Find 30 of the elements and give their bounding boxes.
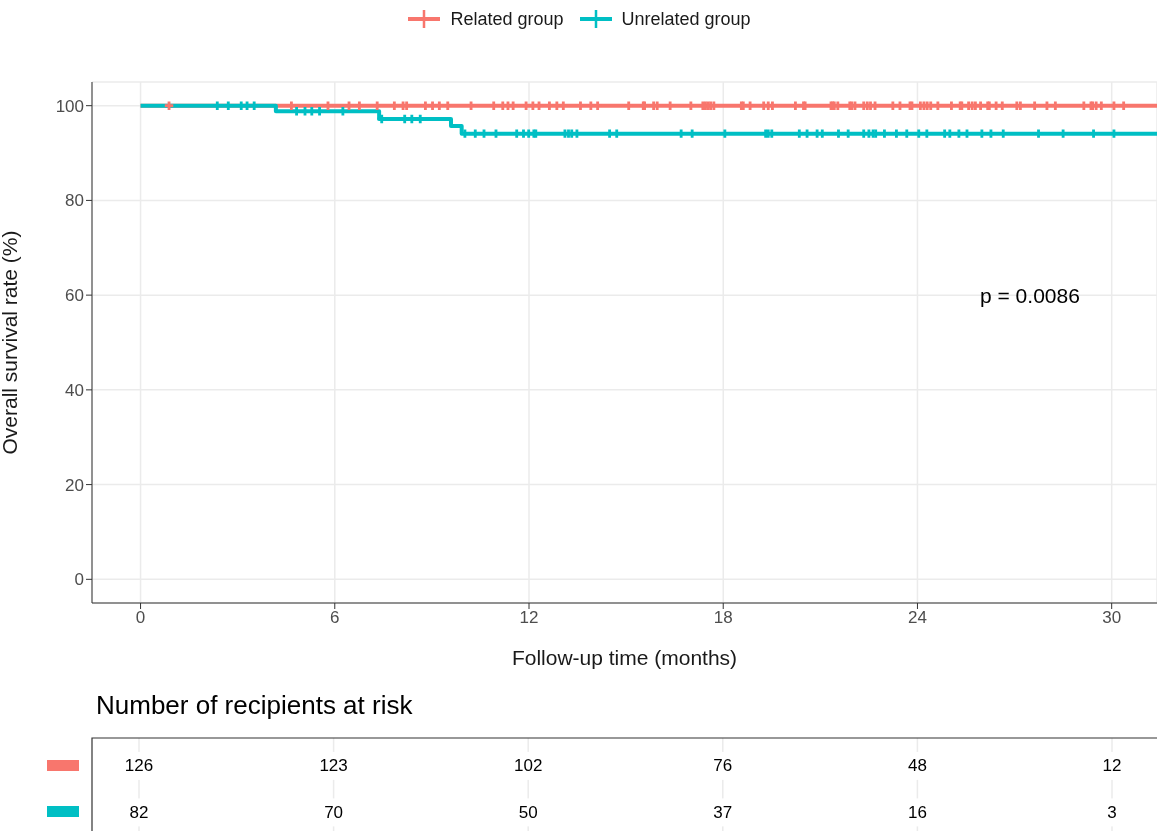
y-tick-label: 60: [65, 286, 84, 306]
annotation: p = 0.0086: [980, 284, 1080, 308]
data-label: 126: [124, 756, 154, 776]
data-label: 37: [713, 802, 733, 822]
y-tick-label: 80: [65, 191, 84, 211]
x-tick-label: 30: [1102, 608, 1122, 628]
data-label: 70: [324, 802, 344, 822]
x-tick-label: 24: [907, 608, 927, 628]
data-label: 12: [1102, 756, 1122, 776]
x-axis-title: Follow-up time (months): [511, 646, 738, 669]
y-tick-label: 100: [55, 96, 84, 116]
y-tick-label: 0: [74, 570, 84, 590]
data-label: 76: [713, 756, 733, 776]
data-label: 3: [1107, 802, 1117, 822]
data-label: 50: [518, 802, 538, 822]
data-label: 82: [129, 802, 149, 822]
legend-label: Related group: [450, 8, 564, 30]
y-tick-label: 40: [65, 380, 84, 400]
chart-title: Number of recipients at risk: [96, 690, 413, 721]
x-tick-label: 0: [135, 608, 146, 628]
x-tick-label: 12: [519, 608, 539, 628]
data-label: 16: [907, 802, 927, 822]
y-axis-title: Overall survival rate (%): [0, 230, 22, 455]
data-label: 102: [514, 756, 543, 776]
legend-label: Unrelated group: [621, 8, 751, 30]
data-label: 48: [907, 756, 927, 776]
data-label: 123: [319, 756, 348, 776]
x-tick-label: 18: [713, 608, 733, 628]
x-tick-label: 6: [330, 608, 340, 628]
y-tick-label: 20: [65, 475, 84, 495]
